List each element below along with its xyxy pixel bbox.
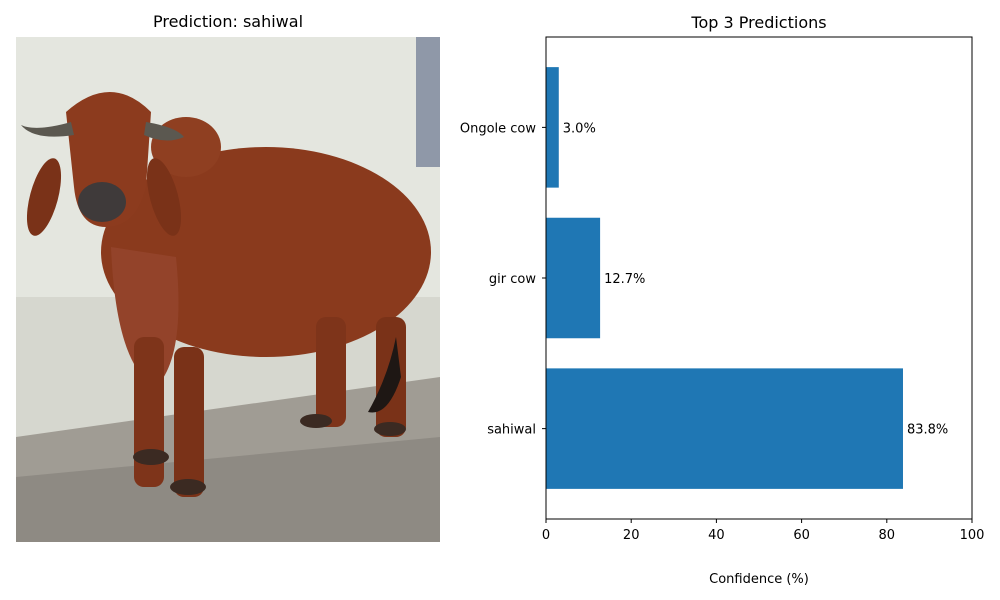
photo-cow-ear-right [146, 158, 182, 236]
bar-sahiwal [546, 368, 903, 489]
cow-photo [16, 37, 440, 542]
y-tick-label: Ongole cow [460, 121, 537, 136]
bar-gir-cow [546, 217, 601, 339]
photo-cow-leg-back-left [316, 317, 346, 427]
photo-cow-hoof-4 [374, 422, 406, 436]
photo-door-frame [416, 37, 440, 167]
photo-cow-body [101, 147, 431, 357]
photo-cow-tail [368, 337, 401, 413]
bar-value-label: 3.0% [563, 121, 596, 136]
photo-cow-horn-left [21, 122, 74, 137]
x-axis-label: Confidence (%) [709, 572, 809, 587]
photo-cow-hoof-3 [300, 414, 332, 428]
bar-value-label: 83.8% [907, 423, 948, 438]
x-tick-label: 40 [708, 528, 725, 543]
x-tick-label: 60 [793, 528, 810, 543]
y-tick-label: sahiwal [487, 423, 536, 438]
photo-cow-hoof-2 [170, 479, 206, 495]
photo-cow-muzzle [78, 182, 126, 222]
photo-cow-horn-right [144, 122, 184, 141]
plot-frame [545, 36, 973, 520]
chart-title: Top 3 Predictions [690, 13, 826, 32]
bar-value-label: 12.7% [604, 272, 645, 287]
bar-ongole-cow [546, 67, 559, 188]
photo-cow-leg-front-right [174, 347, 204, 497]
photo-cow-ear-left [26, 158, 62, 236]
photo-ground-dark [16, 437, 440, 542]
x-tick-label: 0 [542, 528, 550, 543]
x-tick-label: 20 [623, 528, 640, 543]
photo-cow-hoof-1 [133, 449, 169, 465]
y-tick-label: gir cow [489, 272, 536, 287]
x-tick-label: 100 [960, 528, 985, 543]
x-tick-label: 80 [879, 528, 896, 543]
image-title: Prediction: sahiwal [152, 12, 304, 31]
